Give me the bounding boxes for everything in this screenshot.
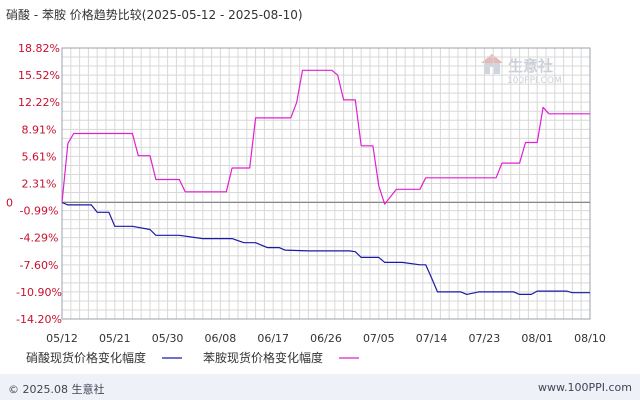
x-tick-label: 06/08 <box>205 332 237 345</box>
x-tick-label: 07/05 <box>363 332 395 345</box>
series-line-1 <box>61 201 590 295</box>
plot-frame <box>61 47 591 320</box>
x-tick-label: 08/10 <box>574 332 606 345</box>
grid <box>61 47 591 319</box>
x-tick-label: 05/30 <box>152 332 184 345</box>
legend-label-2: 苯胺现货价格变化幅度 <box>203 350 323 365</box>
y-tick-label: 12.22% <box>18 96 60 109</box>
price-trend-chart: 生意社 100PPI.COM 18.82%15.52%12.22%8.91%5.… <box>6 42 606 365</box>
y-tick-label: -14.20% <box>16 313 62 326</box>
y-tick-label: -10.90% <box>16 286 62 299</box>
chart-title: 硝酸 - 苯胺 价格趋势比较(2025-05-12 - 2025-08-10) <box>6 8 303 22</box>
x-tick-label: 05/12 <box>46 332 78 345</box>
x-tick-label: 07/14 <box>416 332 448 345</box>
legend: 硝酸现货价格变化幅度 苯胺现货价格变化幅度 <box>26 350 359 365</box>
y-tick-label: 18.82% <box>18 42 60 55</box>
series-lines <box>61 69 590 295</box>
x-tick-label: 05/21 <box>99 332 131 345</box>
watermark-url: 100PPI.COM <box>507 76 562 86</box>
house-logo-icon <box>481 54 503 74</box>
x-tick-label: 08/01 <box>521 332 553 345</box>
footer-site-link[interactable]: www.100PPI.com <box>538 381 632 394</box>
series-line-2 <box>61 69 590 205</box>
axes: 18.82% 15.52% 12.22% 8.91% 5.61% 2.31% -0.99% -… <box>6 42 606 345</box>
x-tick-label: 06/26 <box>310 332 342 345</box>
y-tick-label: 2.31% <box>22 178 57 191</box>
y-tick-label: 15.52% <box>18 69 60 82</box>
y-tick-label: -7.60% <box>20 259 59 272</box>
footer-bar <box>0 374 640 400</box>
x-tick-label: 07/23 <box>469 332 501 345</box>
y-tick-label: -0.99% <box>20 205 59 218</box>
y-tick-label: 5.61% <box>22 150 57 163</box>
legend-label-1: 硝酸现货价格变化幅度 <box>26 350 146 365</box>
y-tick-label: 8.91% <box>22 123 57 136</box>
y-zero-label: 0 <box>6 196 13 209</box>
x-tick-label: 06/17 <box>257 332 289 345</box>
y-tick-label: -4.29% <box>20 232 59 245</box>
footer-copyright: © 2025.08 生意社 <box>8 383 105 396</box>
